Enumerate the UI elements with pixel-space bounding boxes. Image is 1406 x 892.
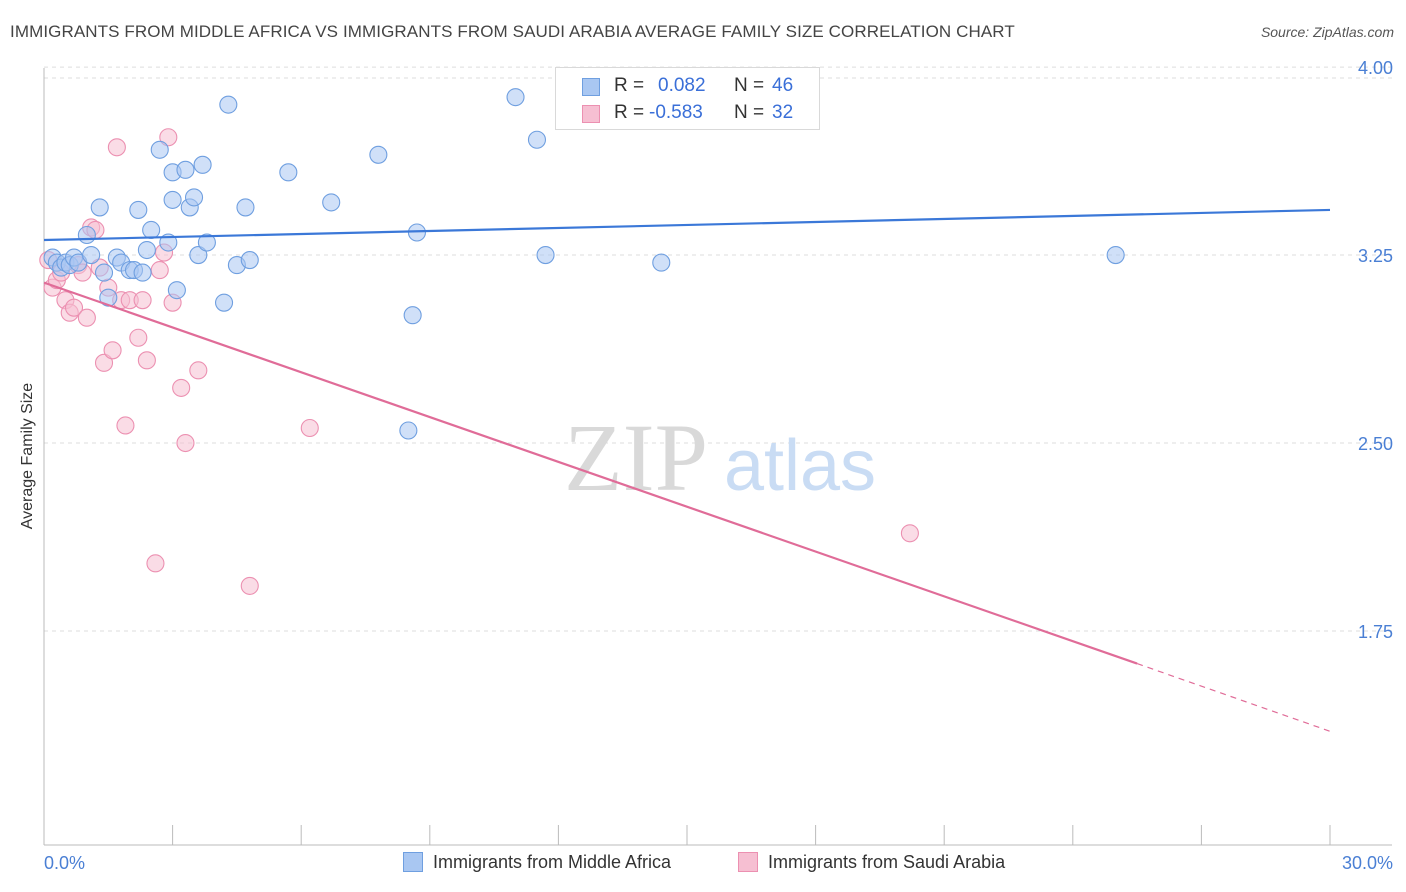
x-tick-label: 30.0% (1342, 853, 1393, 873)
middle-africa-point (193, 155, 212, 174)
middle-africa-point (1106, 245, 1125, 265)
pink-swatch (582, 105, 600, 123)
middle-africa-point (403, 306, 422, 325)
middle-africa-point (150, 140, 169, 159)
legend-item-saudi-arabia: Immigrants from Saudi Arabia (738, 852, 1005, 873)
middle-africa-point (167, 281, 186, 300)
r-label: R = (614, 102, 645, 123)
saudi-arabia-trend-line (43, 281, 1138, 665)
middle-africa-point (184, 188, 204, 207)
saudi-arabia-point (116, 416, 135, 435)
middle-africa-point (176, 160, 195, 179)
saudi-arabia-point (146, 554, 165, 573)
saudi-arabia-point (150, 261, 169, 280)
legend-row-saudi-arabia: R = -0.583 N = 32 (556, 101, 819, 127)
middle-africa-point (506, 88, 525, 107)
watermark: ZIP atlas (564, 404, 876, 511)
r-value: -0.583 (649, 102, 703, 123)
chart-title: IMMIGRANTS FROM MIDDLE AFRICA VS IMMIGRA… (10, 22, 1015, 41)
middle-africa-point (240, 251, 259, 270)
saudi-arabia-point (176, 433, 195, 453)
middle-africa-point (90, 198, 109, 217)
blue-swatch (403, 852, 423, 872)
saudi-arabia-point (133, 291, 152, 310)
saudi-arabia-point (240, 576, 259, 595)
middle-africa-point (189, 245, 208, 265)
blue-swatch (582, 78, 600, 96)
y-tick-label: 3.25 (1358, 246, 1393, 266)
n-label: N = (734, 102, 765, 123)
middle-africa-points (43, 88, 1125, 440)
pink-swatch (738, 852, 758, 872)
middle-africa-point (527, 130, 547, 149)
n-value: 32 (772, 102, 794, 123)
middle-africa-point (399, 421, 418, 440)
saudi-arabia-point (103, 341, 122, 360)
middle-africa-point (536, 245, 555, 265)
saudi-arabia-point (64, 298, 84, 317)
trend-lines (43, 208, 1331, 732)
saudi-arabia-point (77, 308, 96, 327)
y-tick-label: 1.75 (1358, 622, 1393, 642)
x-tick-label: 0.0% (44, 853, 85, 873)
saudi-arabia-point (172, 378, 191, 397)
middle-africa-point (652, 253, 671, 272)
middle-africa-point (82, 245, 101, 265)
middle-africa-point (322, 193, 341, 212)
middle-africa-point (77, 225, 96, 245)
legend-item-middle-africa: Immigrants from Middle Africa (403, 852, 671, 873)
middle-africa-point (129, 200, 148, 219)
axis-ticks: 1.75 2.50 3.25 4.00 0.0% 30.0% (44, 58, 1393, 873)
middle-africa-point (197, 233, 216, 252)
n-label: N = (734, 75, 765, 96)
r-value: 0.082 (658, 75, 706, 96)
middle-africa-point (279, 163, 298, 182)
saudi-arabia-point (300, 418, 319, 438)
watermark-atlas: atlas (724, 426, 876, 506)
legend-label: Immigrants from Middle Africa (433, 852, 672, 872)
middle-africa-point (94, 263, 114, 282)
middle-africa-point (214, 293, 234, 312)
saudi-arabia-point (900, 524, 919, 543)
saudi-arabia-point (107, 138, 126, 157)
middle-africa-point (133, 263, 152, 282)
legend-row-middle-africa: R = 0.082 N = 46 (556, 74, 819, 100)
middle-africa-point (369, 145, 388, 164)
correlation-legend: R = 0.082 N = 46 R = -0.583 N = 32 (555, 67, 820, 130)
saudi-arabia-trend-extension (1136, 663, 1331, 732)
n-value: 46 (772, 75, 794, 96)
saudi-arabia-point (189, 361, 208, 380)
chart-source: Source: ZipAtlas.com (1260, 24, 1394, 40)
saudi-arabia-point (159, 128, 178, 147)
legend-label: Immigrants from Saudi Arabia (768, 852, 1006, 872)
saudi-arabia-point (129, 328, 148, 347)
middle-africa-point (236, 198, 255, 217)
middle-africa-point (163, 190, 182, 209)
y-tick-label: 4.00 (1358, 58, 1393, 78)
watermark-zip: ZIP (564, 404, 708, 511)
middle-africa-point (137, 240, 156, 260)
saudi-arabia-point (94, 353, 114, 372)
axes (43, 68, 1392, 846)
middle-africa-point (142, 220, 161, 240)
grid-lines (44, 66, 1392, 632)
y-tick-label: 2.50 (1358, 434, 1393, 454)
r-label: R = (614, 75, 645, 96)
saudi-arabia-point (137, 351, 156, 370)
middle-africa-point (219, 95, 238, 114)
middle-africa-trend-line (43, 208, 1331, 242)
